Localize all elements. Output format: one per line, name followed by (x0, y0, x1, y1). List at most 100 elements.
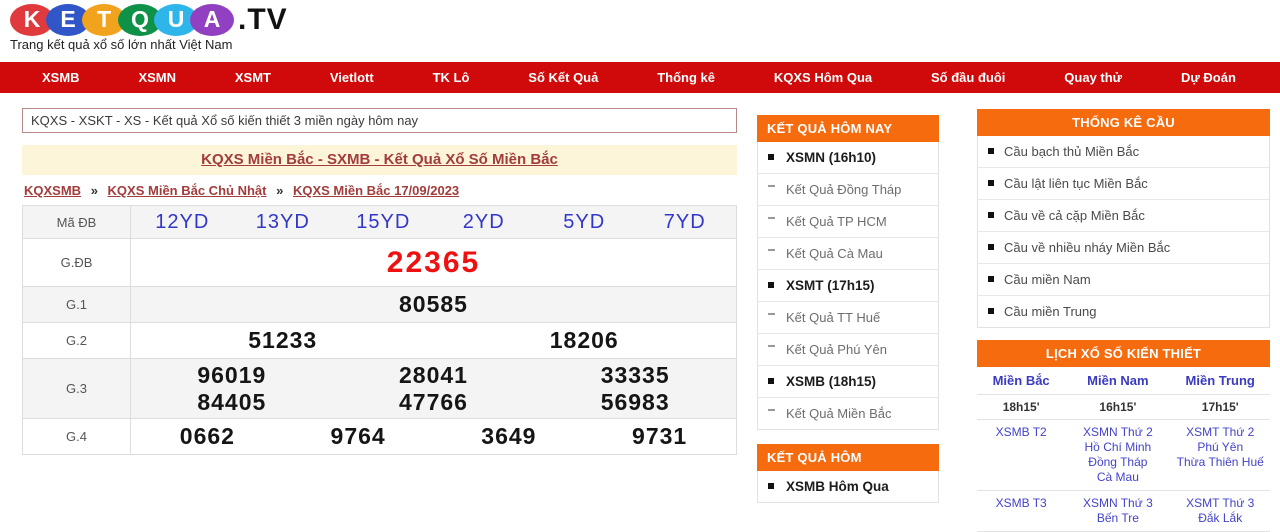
nav-item-thong-ke[interactable]: Thống kê (657, 70, 716, 85)
nav-item-kqxs-hom-qua[interactable]: KQXS Hôm Qua (773, 70, 873, 85)
schedule-link[interactable]: XSMN Thứ 2 (1082, 425, 1153, 439)
list-item-mien-bac[interactable]: Kết Quả Miền Bắc (758, 397, 938, 429)
site-logo[interactable]: K E T Q U A .TV (10, 3, 1280, 36)
site-tagline: Trang kết quả xổ số lớn nhất Việt Nam (10, 37, 233, 52)
stats-item-label: Cầu về cả cặp Miền Bắc (1004, 208, 1145, 223)
row-label: G.2 (22, 322, 131, 359)
special-code: 5YD (563, 210, 606, 233)
page-title-link[interactable]: KQXS Miền Bắc - SXMB - Kết Quả Xổ Số Miề… (201, 151, 558, 168)
stats-item-label: Cầu miền Trung (1004, 304, 1097, 319)
schedule-header-row: Miền Bắc Miền Nam Miền Trung (977, 367, 1270, 395)
list-item-xsmt[interactable]: XSMT (17h15) (758, 269, 938, 301)
dash-bullet-icon (768, 185, 775, 187)
nav-item-so-dau-duoi[interactable]: Số đầu đuôi (931, 70, 1006, 85)
list-item-phu-yen[interactable]: Kết Quả Phú Yên (758, 333, 938, 365)
main-navigation: XSMB XSMN XSMT Vietlott TK Lô Số Kết Quả… (0, 62, 1280, 93)
schedule-link[interactable]: XSMB T2 (995, 425, 1047, 439)
page-title: KQXS Miền Bắc - SXMB - Kết Quả Xổ Số Miề… (22, 145, 737, 175)
stats-item-ve-ca-cap[interactable]: Cầu về cả cặp Miền Bắc (978, 199, 1269, 231)
stats-sidebar: THỐNG KÊ CẦU Cầu bạch thủ Miền Bắc Cầu l… (977, 109, 1270, 532)
schedule-col-south[interactable]: Miền Nam (1065, 367, 1171, 395)
schedule-link[interactable]: Hồ Chí Minh (1084, 440, 1152, 454)
schedule-link[interactable]: Đồng Tháp (1088, 455, 1148, 469)
list-item-dong-thap[interactable]: Kết Quả Đồng Tháp (758, 173, 938, 205)
breadcrumb: KQXSMB » KQXS Miền Bắc Chủ Nhật » KQXS M… (22, 175, 737, 205)
list-item-ca-mau[interactable]: Kết Quả Cà Mau (758, 237, 938, 269)
schedule-link[interactable]: Đắk Lắk (1198, 511, 1243, 525)
table-row-special-prize: G.ĐB 22365 (22, 238, 737, 287)
prize-number: 51233 (248, 327, 318, 353)
stats-item-bach-thu[interactable]: Cầu bạch thủ Miền Bắc (978, 136, 1269, 167)
schedule-link[interactable]: Cà Mau (1096, 470, 1139, 484)
row-label: Mã ĐB (22, 205, 131, 239)
dash-bullet-icon (768, 313, 775, 315)
list-item-tp-hcm[interactable]: Kết Quả TP HCM (758, 205, 938, 237)
prize-number: 84405 (197, 389, 267, 415)
schedule-link[interactable]: Thừa Thiên Huế (1176, 455, 1264, 469)
special-prize-number: 22365 (386, 245, 481, 279)
schedule-cell: XSMN Thứ 3 Bến Tre (1065, 490, 1171, 532)
list-item-label: Kết Quả TT Huế (786, 310, 881, 325)
schedule-link[interactable]: Bến Tre (1096, 511, 1139, 525)
nav-item-du-doan[interactable]: Dự Đoán (1180, 70, 1236, 85)
stats-item-lat-lien-tuc[interactable]: Cầu lật liên tục Miền Bắc (978, 167, 1269, 199)
list-item-xsmn[interactable]: XSMN (16h10) (758, 142, 938, 173)
nav-item-xsmt[interactable]: XSMT (234, 70, 271, 85)
list-item-label: XSMB (18h15) (786, 374, 877, 389)
nav-item-vietlott[interactable]: Vietlott (329, 70, 374, 85)
list-item-xsmb[interactable]: XSMB (18h15) (758, 365, 938, 397)
schedule-row-tuesday: XSMB T3 XSMN Thứ 3 Bến Tre XSMT Thứ 3 Đắ… (977, 490, 1270, 532)
yesterday-results-list: XSMB Hôm Qua (757, 471, 939, 503)
list-item-xsmb-hom-qua[interactable]: XSMB Hôm Qua (758, 471, 938, 502)
stats-item-mien-nam[interactable]: Cầu miền Nam (978, 263, 1269, 295)
square-bullet-icon (768, 483, 774, 489)
stats-item-mien-trung[interactable]: Cầu miền Trung (978, 295, 1269, 327)
schedule-link[interactable]: XSMB T3 (995, 496, 1047, 510)
seo-notice: KQXS - XSKT - XS - Kết quả Xổ số kiến th… (22, 108, 737, 133)
stats-item-label: Cầu lật liên tục Miền Bắc (1004, 176, 1148, 191)
breadcrumb-link-weekday[interactable]: KQXS Miền Bắc Chủ Nhật (107, 183, 267, 198)
draw-time-central: 17h15' (1170, 394, 1270, 420)
breadcrumb-link-date[interactable]: KQXS Miền Bắc 17/09/2023 (292, 183, 460, 198)
breadcrumb-separator: » (90, 183, 98, 198)
schedule-header: LỊCH XỔ SỐ KIẾN THIẾT (977, 340, 1270, 367)
table-row-prize-3: G.3 96019 28041 33335 84405 47766 56983 (22, 358, 737, 419)
nav-item-quay-thu[interactable]: Quay thử (1064, 70, 1123, 85)
prize-number: 47766 (399, 389, 468, 415)
stats-item-nhieu-nhay[interactable]: Cầu về nhiều nháy Miền Bắc (978, 231, 1269, 263)
list-item-label: Kết Quả Đồng Tháp (786, 182, 902, 197)
site-header: K E T Q U A .TV Trang kết quả xổ số lớn … (0, 0, 1280, 52)
schedule-link[interactable]: XSMN Thứ 3 (1082, 496, 1153, 510)
schedule-row-monday: XSMB T2 XSMN Thứ 2 Hồ Chí Minh Đồng Tháp… (977, 419, 1270, 491)
schedule-cell: XSMB T3 (977, 490, 1066, 532)
list-item-label: Kết Quả Cà Mau (786, 246, 883, 261)
schedule-col-north[interactable]: Miền Bắc (977, 367, 1066, 395)
schedule-times-row: 18h15' 16h15' 17h15' (977, 394, 1270, 420)
results-column: KQXS - XSKT - XS - Kết quả Xổ số kiến th… (22, 108, 737, 455)
table-row-prize-2: G.2 51233 18206 (22, 322, 737, 359)
square-bullet-icon (988, 244, 994, 250)
stats-item-label: Cầu bạch thủ Miền Bắc (1004, 144, 1140, 159)
schedule-link[interactable]: XSMT Thứ 2 (1186, 425, 1255, 439)
nav-item-xsmb[interactable]: XSMB (42, 70, 80, 85)
dash-bullet-icon (768, 249, 775, 251)
schedule-col-central[interactable]: Miền Trung (1170, 367, 1270, 395)
list-item-tt-hue[interactable]: Kết Quả TT Huế (758, 301, 938, 333)
nav-item-tk-lo[interactable]: TK Lô (432, 70, 470, 85)
schedule-link[interactable]: XSMT Thứ 3 (1186, 496, 1255, 510)
nav-item-xsmn[interactable]: XSMN (138, 70, 176, 85)
square-bullet-icon (768, 282, 774, 288)
special-code: 15YD (356, 210, 411, 233)
schedule-link[interactable]: Phú Yên (1197, 440, 1244, 454)
draw-time-north: 18h15' (977, 394, 1066, 420)
nav-item-so-ket-qua[interactable]: Số Kết Quả (528, 70, 599, 85)
list-item-label: Kết Quả Miền Bắc (786, 406, 892, 421)
logo-letter-e-icon: E (46, 3, 90, 36)
square-bullet-icon (988, 148, 994, 154)
stats-item-label: Cầu về nhiều nháy Miền Bắc (1004, 240, 1171, 255)
special-code: 2YD (462, 210, 505, 233)
stats-list: Cầu bạch thủ Miền Bắc Cầu lật liên tục M… (977, 136, 1270, 328)
row-label: G.4 (22, 418, 131, 455)
breadcrumb-link-kqxsmb[interactable]: KQXSMB (24, 183, 82, 198)
prize-number: 28041 (399, 362, 468, 388)
